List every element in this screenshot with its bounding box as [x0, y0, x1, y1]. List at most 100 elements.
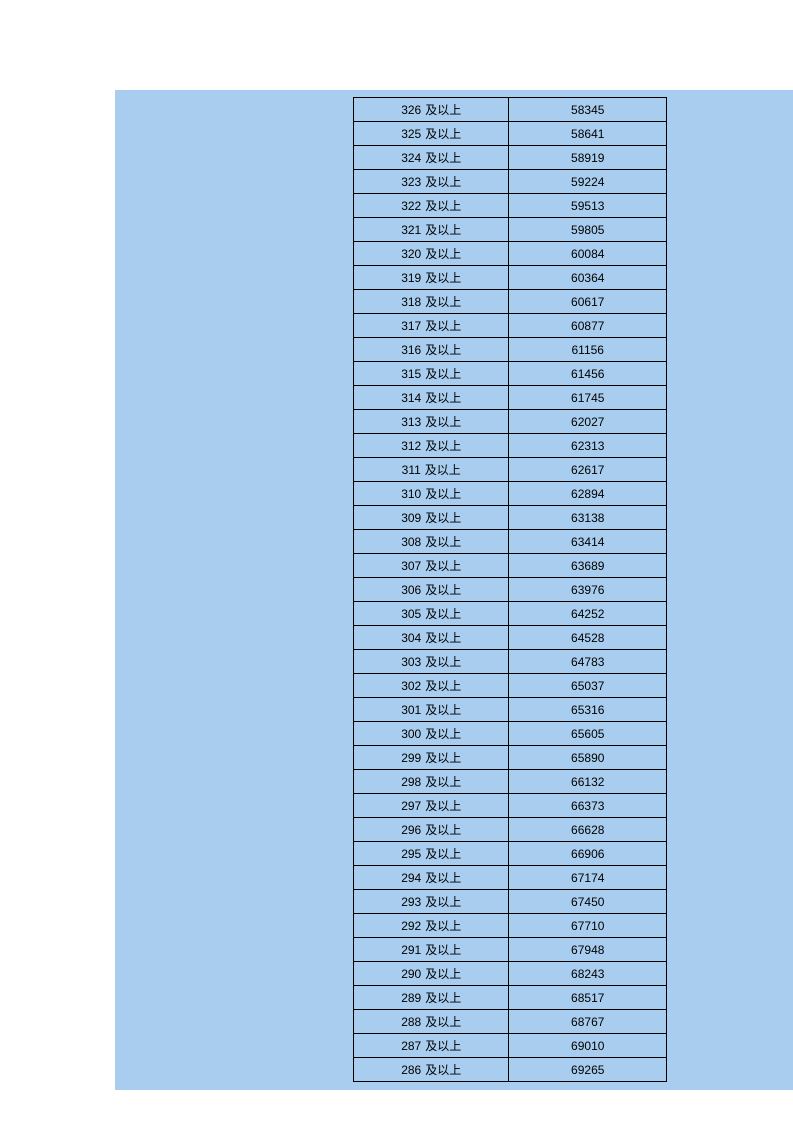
count-cell: 60617: [509, 290, 667, 314]
table-row: 303及以上64783: [354, 650, 667, 674]
table-row: 297及以上66373: [354, 794, 667, 818]
score-cell: 297及以上: [354, 794, 509, 818]
score-cell: 325及以上: [354, 122, 509, 146]
table-row: 308及以上63414: [354, 530, 667, 554]
count-cell: 67450: [509, 890, 667, 914]
score-count-table: 326及以上58345325及以上58641324及以上58919323及以上5…: [353, 97, 667, 1082]
count-cell: 66628: [509, 818, 667, 842]
score-suffix: 及以上: [425, 389, 461, 406]
table-row: 295及以上66906: [354, 842, 667, 866]
table-row: 299及以上65890: [354, 746, 667, 770]
count-cell: 64528: [509, 626, 667, 650]
table-row: 289及以上68517: [354, 986, 667, 1010]
score-cell: 299及以上: [354, 746, 509, 770]
table-row: 317及以上60877: [354, 314, 667, 338]
score-suffix: 及以上: [425, 821, 461, 838]
score-number: 322: [401, 199, 421, 213]
table-row: 314及以上61745: [354, 386, 667, 410]
score-number: 307: [401, 559, 421, 573]
score-suffix: 及以上: [425, 893, 461, 910]
score-suffix: 及以上: [425, 293, 461, 310]
table-row: 322及以上59513: [354, 194, 667, 218]
count-cell: 59224: [509, 170, 667, 194]
count-cell: 69010: [509, 1034, 667, 1058]
score-suffix: 及以上: [425, 173, 461, 190]
table-row: 300及以上65605: [354, 722, 667, 746]
score-suffix: 及以上: [425, 773, 461, 790]
score-suffix: 及以上: [425, 1061, 461, 1078]
score-suffix: 及以上: [425, 1037, 461, 1054]
count-cell: 60877: [509, 314, 667, 338]
score-cell: 316 及以上: [354, 338, 509, 362]
table-row: 292及以上67710: [354, 914, 667, 938]
table-row: 319及以上60364: [354, 266, 667, 290]
table-row: 321及以上59805: [354, 218, 667, 242]
score-number: 290: [401, 967, 421, 981]
count-cell: 66906: [509, 842, 667, 866]
count-cell: 65890: [509, 746, 667, 770]
count-cell: 65037: [509, 674, 667, 698]
score-number: 316: [401, 343, 421, 357]
score-cell: 326及以上: [354, 98, 509, 122]
score-suffix: 及以上: [425, 485, 461, 502]
count-cell: 61156: [509, 338, 667, 362]
score-cell: 295及以上: [354, 842, 509, 866]
score-suffix: 及以上: [425, 437, 461, 454]
score-suffix: 及以上: [425, 101, 461, 118]
table-row: 302及以上65037: [354, 674, 667, 698]
score-number: 324: [401, 151, 421, 165]
count-cell: 68243: [509, 962, 667, 986]
score-cell: 322 及以上: [354, 194, 509, 218]
count-cell: 61456: [509, 362, 667, 386]
score-suffix: 及以上: [425, 845, 461, 862]
count-cell: 64783: [509, 650, 667, 674]
score-suffix: 及以上: [425, 797, 461, 814]
score-suffix: 及以上: [425, 341, 461, 358]
score-cell: 304及以上: [354, 626, 509, 650]
table-row: 307及以上63689: [354, 554, 667, 578]
score-cell: 307及以上: [354, 554, 509, 578]
score-cell: 289及以上: [354, 986, 509, 1010]
count-cell: 62027: [509, 410, 667, 434]
score-number: 296: [401, 823, 421, 837]
score-number: 325: [401, 127, 421, 141]
table-row: 309及以上63138: [354, 506, 667, 530]
score-number: 289: [401, 991, 421, 1005]
score-cell: 308及以上: [354, 530, 509, 554]
score-cell: 292及以上: [354, 914, 509, 938]
count-cell: 61745: [509, 386, 667, 410]
table-row: 294及以上67174: [354, 866, 667, 890]
score-suffix: 及以上: [425, 221, 461, 238]
score-cell: 324及以上: [354, 146, 509, 170]
count-cell: 62313: [509, 434, 667, 458]
score-suffix: 及以上: [425, 605, 461, 622]
table-row: 287 及以上 69010: [354, 1034, 667, 1058]
score-number: 287: [401, 1039, 421, 1053]
score-table-container: 326及以上58345325及以上58641324及以上58919323及以上5…: [353, 97, 667, 1082]
score-cell: 294及以上: [354, 866, 509, 890]
count-cell: 63414: [509, 530, 667, 554]
table-row: 305及以上64252: [354, 602, 667, 626]
score-number: 320: [401, 247, 421, 261]
score-cell: 311及以上: [354, 458, 509, 482]
score-suffix: 及以上: [425, 197, 461, 214]
count-cell: 65316: [509, 698, 667, 722]
table-row: 318及以上60617: [354, 290, 667, 314]
score-number: 306: [401, 583, 421, 597]
count-cell: 62617: [509, 458, 667, 482]
table-row: 323及以上59224: [354, 170, 667, 194]
count-cell: 63976: [509, 578, 667, 602]
count-cell: 67948: [509, 938, 667, 962]
score-suffix: 及以上: [425, 677, 461, 694]
score-number: 291: [401, 943, 421, 957]
table-row: 286及以上69265: [354, 1058, 667, 1082]
score-suffix: 及以上: [425, 941, 461, 958]
score-cell: 318及以上: [354, 290, 509, 314]
score-suffix: 及以上: [425, 965, 461, 982]
score-cell: 287 及以上: [354, 1034, 509, 1058]
score-suffix: 及以上: [425, 581, 461, 598]
score-number: 321: [401, 223, 421, 237]
score-suffix: 及以上: [425, 1013, 461, 1030]
count-cell: 62894: [509, 482, 667, 506]
score-cell: 302及以上: [354, 674, 509, 698]
